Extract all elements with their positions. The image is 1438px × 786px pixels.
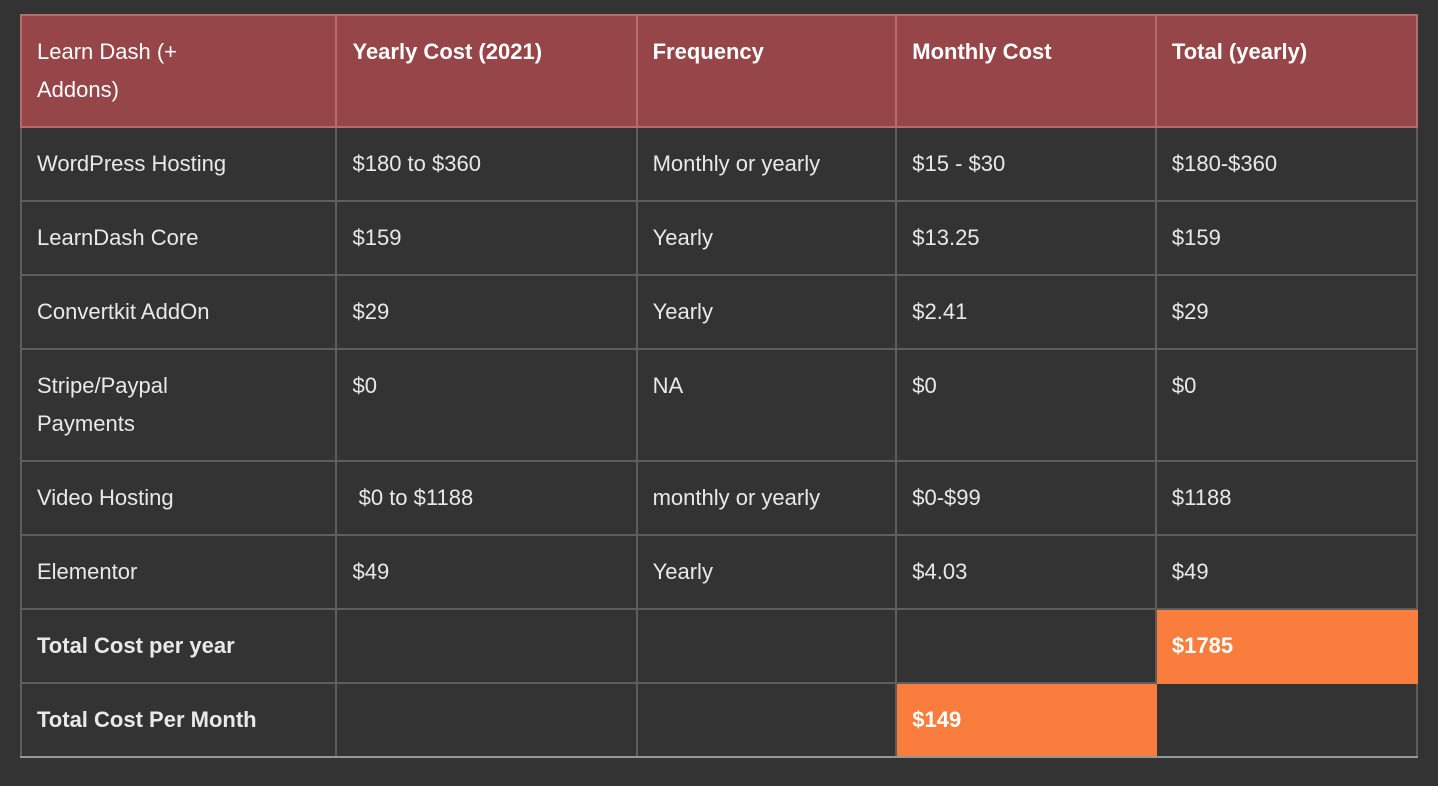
total-yearly-cell — [1154, 682, 1419, 758]
row-label-cell: Total Cost per year — [19, 608, 338, 684]
table-row-convertkit-addon: Convertkit AddOn $29 Yearly $2.41 $29 — [19, 274, 1419, 350]
total-yearly-highlight-cell: $1785 — [1154, 608, 1419, 684]
row-label-cell: WordPress Hosting — [19, 126, 338, 202]
column-header-product: Learn Dash (+ Addons) — [19, 14, 338, 128]
yearly-cost-cell: $0 — [335, 348, 638, 462]
monthly-cost-highlight-cell: $149 — [895, 682, 1157, 758]
frequency-cell — [635, 682, 898, 758]
total-yearly-cell: $0 — [1154, 348, 1419, 462]
total-yearly-cell: $49 — [1154, 534, 1419, 610]
monthly-cost-cell: $0-$99 — [895, 460, 1157, 536]
yearly-cost-cell — [335, 608, 638, 684]
table-row-video-hosting: Video Hosting $0 to $1188 monthly or yea… — [19, 460, 1419, 536]
table-row-elementor: Elementor $49 Yearly $4.03 $49 — [19, 534, 1419, 610]
column-header-total-yearly: Total (yearly) — [1154, 14, 1419, 128]
yearly-cost-cell: $49 — [335, 534, 638, 610]
frequency-cell: monthly or yearly — [635, 460, 898, 536]
yearly-cost-cell — [335, 682, 638, 758]
frequency-cell: NA — [635, 348, 898, 462]
row-label-cell: Total Cost Per Month — [19, 682, 338, 758]
table-row-total-cost-per-month: Total Cost Per Month $149 — [19, 682, 1419, 758]
frequency-cell — [635, 608, 898, 684]
row-label-cell: Stripe/Paypal Payments — [19, 348, 338, 462]
total-yearly-cell: $29 — [1154, 274, 1419, 350]
frequency-cell: Monthly or yearly — [635, 126, 898, 202]
frequency-cell: Yearly — [635, 534, 898, 610]
monthly-cost-cell — [895, 608, 1157, 684]
table-row-learndash-core: LearnDash Core $159 Yearly $13.25 $159 — [19, 200, 1419, 276]
row-label-cell: Convertkit AddOn — [19, 274, 338, 350]
header-row: Learn Dash (+ Addons) Yearly Cost (2021)… — [19, 14, 1419, 128]
row-label-cell: Video Hosting — [19, 460, 338, 536]
row-label-cell: LearnDash Core — [19, 200, 338, 276]
monthly-cost-cell: $15 - $30 — [895, 126, 1157, 202]
total-yearly-cell: $180-$360 — [1154, 126, 1419, 202]
monthly-cost-cell: $4.03 — [895, 534, 1157, 610]
monthly-cost-cell: $2.41 — [895, 274, 1157, 350]
total-yearly-cell: $1188 — [1154, 460, 1419, 536]
learndash-cost-table: Learn Dash (+ Addons) Yearly Cost (2021)… — [19, 14, 1419, 758]
yearly-cost-cell: $0 to $1188 — [335, 460, 638, 536]
yearly-cost-cell: $159 — [335, 200, 638, 276]
frequency-cell: Yearly — [635, 274, 898, 350]
table-row-stripe-paypal-payments: Stripe/Paypal Payments $0 NA $0 $0 — [19, 348, 1419, 462]
frequency-cell: Yearly — [635, 200, 898, 276]
total-yearly-cell: $159 — [1154, 200, 1419, 276]
column-header-frequency: Frequency — [635, 14, 898, 128]
monthly-cost-cell: $13.25 — [895, 200, 1157, 276]
column-header-yearly-cost: Yearly Cost (2021) — [335, 14, 638, 128]
row-label-cell: Elementor — [19, 534, 338, 610]
yearly-cost-cell: $180 to $360 — [335, 126, 638, 202]
table-row-total-cost-per-year: Total Cost per year $1785 — [19, 608, 1419, 684]
column-header-monthly-cost: Monthly Cost — [895, 14, 1157, 128]
monthly-cost-cell: $0 — [895, 348, 1157, 462]
table-row-wordpress-hosting: WordPress Hosting $180 to $360 Monthly o… — [19, 126, 1419, 202]
yearly-cost-cell: $29 — [335, 274, 638, 350]
